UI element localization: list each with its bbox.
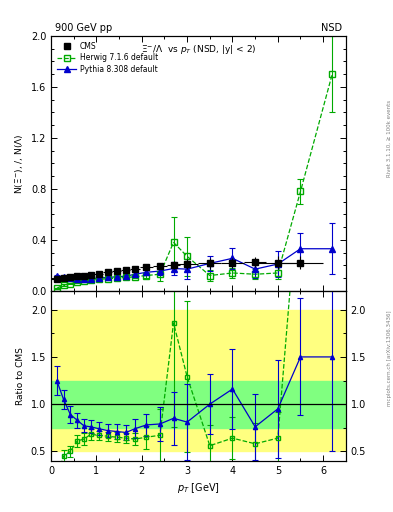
Text: Rivet 3.1.10, ≥ 100k events: Rivet 3.1.10, ≥ 100k events (387, 100, 392, 177)
Text: $\Xi^{-}/\Lambda$  vs $p_{T}$ (NSD, |y| < 2): $\Xi^{-}/\Lambda$ vs $p_{T}$ (NSD, |y| <… (141, 44, 256, 56)
Text: mcplots.cern.ch [arXiv:1306.3436]: mcplots.cern.ch [arXiv:1306.3436] (387, 311, 392, 406)
Legend: CMS, Herwig 7.1.6 default, Pythia 8.308 default: CMS, Herwig 7.1.6 default, Pythia 8.308 … (55, 39, 161, 76)
Text: 900 GeV pp: 900 GeV pp (55, 23, 112, 33)
Y-axis label: Ratio to CMS: Ratio to CMS (16, 347, 25, 405)
Text: NSD: NSD (321, 23, 342, 33)
Y-axis label: N($\Xi^{-}$), /, N($\Lambda$): N($\Xi^{-}$), /, N($\Lambda$) (13, 133, 25, 194)
X-axis label: $p_{T}$ [GeV]: $p_{T}$ [GeV] (177, 481, 220, 495)
